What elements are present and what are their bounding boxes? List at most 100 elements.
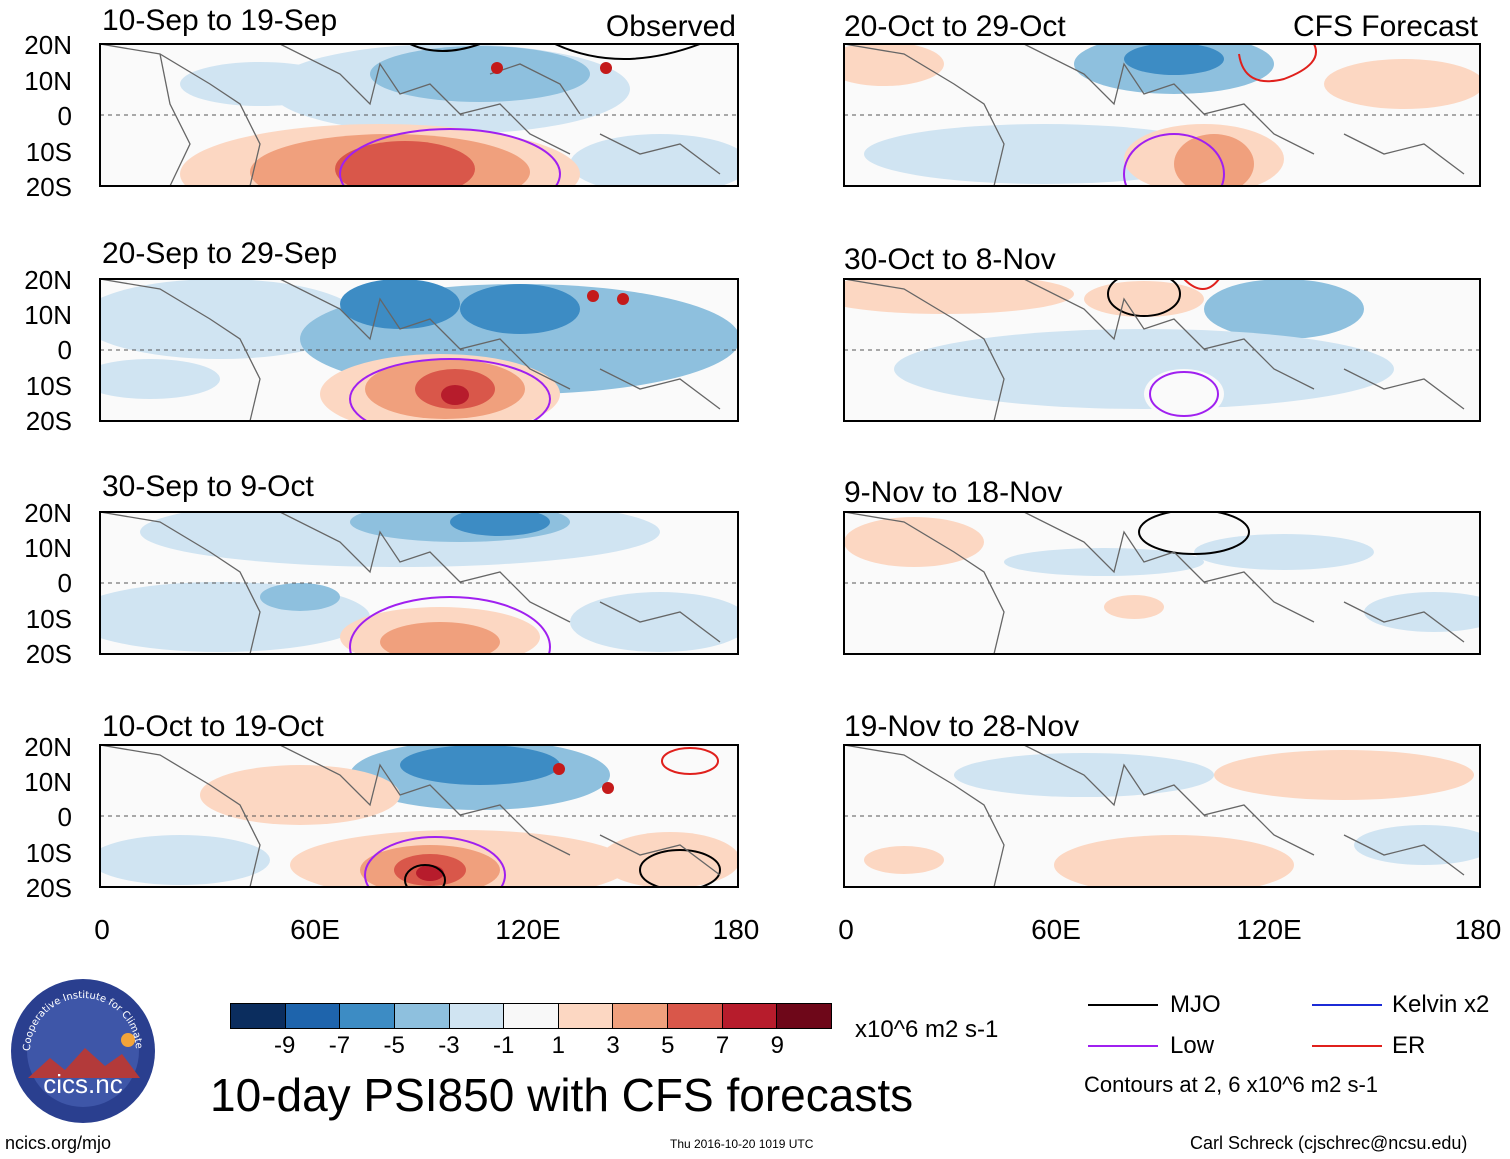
lon-180: 180 — [1454, 914, 1502, 945]
colorbar-swatch — [722, 1004, 778, 1028]
map-frame — [99, 744, 739, 888]
lat-20s: 20S — [25, 172, 72, 202]
panel-6-title: 9-Nov to 18-Nov — [844, 476, 1063, 509]
legend-label-low: Low — [1170, 1032, 1215, 1059]
panel-5-title: 30-Sep to 9-Oct — [102, 470, 314, 503]
colorbar-tick-label: -9 — [274, 1032, 296, 1059]
panel-2-tag: CFS Forecast — [1292, 10, 1478, 43]
map-frame — [99, 511, 739, 655]
map-panel-8 — [844, 745, 1480, 887]
storm-marker — [553, 763, 565, 775]
storm-marker — [602, 782, 614, 794]
lat-10s: 10S — [25, 137, 72, 167]
legend-line-er — [1312, 1045, 1382, 1047]
lon-0: 0 — [94, 914, 110, 945]
lat-10s: 10S — [25, 838, 72, 868]
legend-label-mjo: MJO — [1170, 991, 1221, 1018]
colorbar-tick-label: -7 — [328, 1032, 351, 1059]
map-frame — [843, 511, 1481, 655]
panel-3-title: 20-Sep to 29-Sep — [102, 237, 338, 270]
lat-10n: 10N — [24, 66, 72, 96]
colorbar-swatch — [340, 1004, 395, 1028]
map-panel-3 — [100, 279, 738, 421]
map-panel-6 — [844, 512, 1480, 654]
lon-60e: 60E — [290, 914, 340, 945]
map-frame — [843, 278, 1481, 422]
lat-10n: 10N — [24, 533, 72, 563]
lon-180: 180 — [712, 914, 760, 945]
map-panel-4 — [844, 279, 1480, 421]
map-panel-1 — [100, 44, 738, 186]
colorbar-tick-label: 1 — [551, 1032, 566, 1059]
lat-10s: 10S — [25, 371, 72, 401]
lat-0: 0 — [57, 335, 72, 365]
lat-0: 0 — [57, 568, 72, 598]
colorbar-tick-label: -1 — [492, 1032, 515, 1059]
contour-legend: MJO Kelvin x2 Low ER Contours at 2, 6 x1… — [1084, 989, 1508, 1099]
colorbar-labels: -9 -7 -5 -3 -1 1 3 5 7 9 — [230, 1034, 832, 1058]
main-title: 10-day PSI850 with CFS forecasts — [210, 1069, 914, 1121]
lat-20n: 20N — [24, 30, 72, 60]
map-panel-5 — [100, 512, 738, 654]
lat-10n: 10N — [24, 767, 72, 797]
colorbar-swatch — [777, 1004, 832, 1028]
footer-timestamp: Thu 2016-10-20 1019 UTC — [670, 1137, 814, 1151]
panel-8-title: 19-Nov to 28-Nov — [844, 710, 1080, 743]
colorbar-swatch — [449, 1004, 505, 1028]
panel-1-tag: Observed — [605, 10, 736, 43]
panel-1-title: 10-Sep to 19-Sep — [102, 4, 338, 37]
map-frame — [843, 43, 1481, 187]
lat-20s: 20S — [25, 406, 72, 436]
colorbar — [230, 1003, 832, 1029]
lat-20n: 20N — [24, 265, 72, 295]
lon-60e: 60E — [1031, 914, 1081, 945]
contour-note: Contours at 2, 6 x10^6 m2 s-1 — [1084, 1072, 1379, 1097]
lat-0: 0 — [57, 802, 72, 832]
legend-line-low — [1088, 1045, 1158, 1047]
colorbar-tick-label: 7 — [715, 1032, 730, 1059]
lon-0: 0 — [838, 914, 854, 945]
lon-120e: 120E — [495, 914, 561, 945]
lat-20s: 20S — [25, 873, 72, 903]
lat-10s: 10S — [25, 604, 72, 634]
lat-0: 0 — [57, 101, 72, 131]
map-frame — [843, 744, 1481, 888]
map-frame — [99, 278, 739, 422]
lat-20n: 20N — [24, 498, 72, 528]
legend-label-kelvin: Kelvin x2 — [1392, 991, 1490, 1018]
storm-marker — [587, 290, 599, 302]
lat-20n: 20N — [24, 732, 72, 762]
colorbar-swatch — [231, 1004, 286, 1028]
colorbar-swatch — [558, 1004, 614, 1028]
colorbar-units: x10^6 m2 s-1 — [855, 1016, 999, 1043]
panel-4-title: 30-Oct to 8-Nov — [844, 243, 1056, 276]
colorbar-tick-label: 3 — [606, 1032, 620, 1059]
footer-author: Carl Schreck (cjschrec@ncsu.edu) — [1190, 1133, 1468, 1153]
legend-label-er: ER — [1392, 1032, 1426, 1059]
storm-marker — [491, 62, 503, 74]
colorbar-swatch — [668, 1004, 723, 1028]
colorbar-tick-label: 9 — [770, 1032, 784, 1059]
lat-20s: 20S — [25, 639, 72, 669]
legend-line-kelvin — [1312, 1004, 1382, 1006]
map-frame — [99, 43, 739, 187]
panel-7-title: 10-Oct to 19-Oct — [102, 710, 324, 743]
colorbar-swatch — [394, 1004, 450, 1028]
colorbar-swatch — [285, 1004, 341, 1028]
storm-marker — [600, 62, 612, 74]
colorbar-swatch — [504, 1004, 559, 1028]
map-panel-2 — [844, 44, 1480, 186]
lon-120e: 120E — [1236, 914, 1302, 945]
lat-10n: 10N — [24, 300, 72, 330]
footer-url[interactable]: ncics.org/mjo — [5, 1133, 112, 1153]
legend-line-mjo — [1088, 1004, 1158, 1006]
map-panel-7 — [100, 745, 738, 887]
panel-2-title: 20-Oct to 29-Oct — [844, 10, 1066, 43]
logo-name: cics.nc — [43, 1069, 122, 1099]
colorbar-swatch — [613, 1004, 669, 1028]
cics-logo: Cooperative Institute for Climate and Sa… — [10, 978, 155, 1123]
colorbar-tick-label: -3 — [438, 1032, 460, 1059]
colorbar-tick-label: -5 — [383, 1032, 405, 1059]
storm-marker — [617, 293, 629, 305]
colorbar-tick-label: 5 — [661, 1032, 675, 1059]
